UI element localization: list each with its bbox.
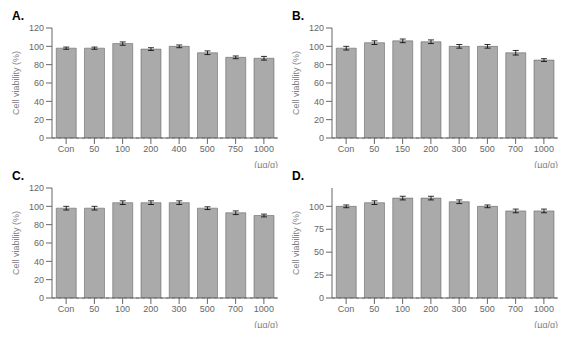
svg-text:Cell viability (%): Cell viability (%) xyxy=(11,51,21,115)
svg-text:50: 50 xyxy=(369,144,379,154)
svg-text:100: 100 xyxy=(309,202,324,212)
svg-text:100: 100 xyxy=(115,304,130,314)
svg-text:0: 0 xyxy=(39,293,44,303)
svg-text:(µg/g): (µg/g) xyxy=(534,160,558,168)
svg-text:0: 0 xyxy=(319,133,324,143)
svg-text:Cell viability (%): Cell viability (%) xyxy=(11,211,21,275)
svg-text:50: 50 xyxy=(89,304,99,314)
svg-text:120: 120 xyxy=(29,24,44,33)
svg-text:Cell viability (%): Cell viability (%) xyxy=(291,51,301,115)
svg-text:100: 100 xyxy=(395,304,410,314)
svg-text:300: 300 xyxy=(172,304,187,314)
svg-text:40: 40 xyxy=(34,97,44,107)
svg-text:100: 100 xyxy=(29,202,44,212)
svg-text:300: 300 xyxy=(452,144,467,154)
svg-text:0: 0 xyxy=(319,293,324,303)
html-text:D.: D. xyxy=(292,169,304,183)
svg-text:25: 25 xyxy=(314,270,324,280)
svg-text:(µg/g): (µg/g) xyxy=(254,320,278,328)
svg-text:200: 200 xyxy=(143,304,158,314)
svg-text:100: 100 xyxy=(29,42,44,52)
svg-text:150: 150 xyxy=(395,144,410,154)
svg-text:400: 400 xyxy=(172,144,187,154)
svg-text:200: 200 xyxy=(143,144,158,154)
svg-text:60: 60 xyxy=(34,78,44,88)
svg-text:500: 500 xyxy=(200,304,215,314)
svg-text:120: 120 xyxy=(29,184,44,193)
svg-text:Con: Con xyxy=(58,304,75,314)
svg-text:80: 80 xyxy=(34,60,44,70)
svg-text:Con: Con xyxy=(338,144,355,154)
svg-text:80: 80 xyxy=(34,220,44,230)
svg-text:Con: Con xyxy=(338,304,355,314)
html-text:C.: C. xyxy=(12,169,24,183)
svg-text:60: 60 xyxy=(314,78,324,88)
svg-text:120: 120 xyxy=(309,24,324,33)
svg-text:Cell viability (%): Cell viability (%) xyxy=(291,211,301,275)
svg-text:50: 50 xyxy=(369,304,379,314)
svg-text:200: 200 xyxy=(423,304,438,314)
svg-text:750: 750 xyxy=(228,144,243,154)
svg-text:1000: 1000 xyxy=(254,304,274,314)
svg-text:60: 60 xyxy=(34,238,44,248)
svg-text:20: 20 xyxy=(34,275,44,285)
svg-text:300: 300 xyxy=(452,304,467,314)
svg-text:1000: 1000 xyxy=(534,144,554,154)
svg-text:80: 80 xyxy=(314,60,324,70)
svg-text:75: 75 xyxy=(314,224,324,234)
svg-text:0: 0 xyxy=(39,133,44,143)
svg-text:Con: Con xyxy=(58,144,75,154)
svg-text:40: 40 xyxy=(34,257,44,267)
svg-text:(µg/g): (µg/g) xyxy=(254,160,278,168)
svg-text:50: 50 xyxy=(314,247,324,257)
svg-text:200: 200 xyxy=(423,144,438,154)
svg-text:500: 500 xyxy=(480,144,495,154)
svg-text:50: 50 xyxy=(89,144,99,154)
svg-text:100: 100 xyxy=(115,144,130,154)
svg-text:100: 100 xyxy=(309,42,324,52)
svg-text:500: 500 xyxy=(480,304,495,314)
html-text:B.: B. xyxy=(292,9,304,23)
svg-text:700: 700 xyxy=(508,144,523,154)
svg-text:40: 40 xyxy=(314,97,324,107)
svg-text:500: 500 xyxy=(200,144,215,154)
svg-text:700: 700 xyxy=(508,304,523,314)
svg-text:700: 700 xyxy=(228,304,243,314)
svg-text:1000: 1000 xyxy=(254,144,274,154)
svg-text:20: 20 xyxy=(34,115,44,125)
svg-text:(µg/g): (µg/g) xyxy=(534,320,558,328)
html-text:A.: A. xyxy=(12,9,24,23)
svg-text:1000: 1000 xyxy=(534,304,554,314)
svg-text:20: 20 xyxy=(314,115,324,125)
